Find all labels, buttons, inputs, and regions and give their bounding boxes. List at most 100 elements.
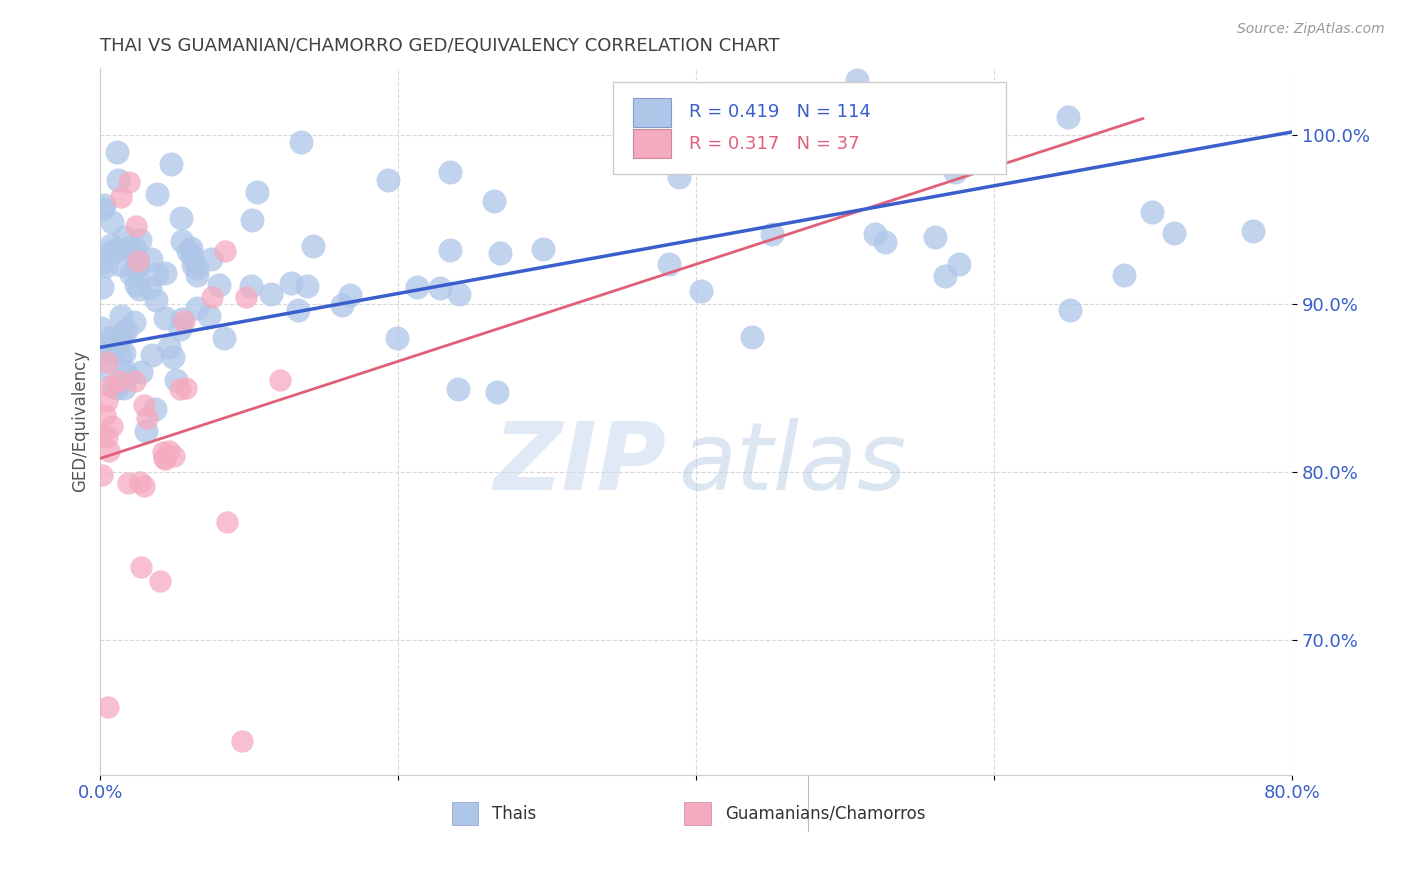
Point [290,135,312,149]
Point [90,340,112,354]
Point [488,245,510,260]
Point [169,383,191,397]
Point [157,341,180,355]
Point [741,330,763,344]
FancyBboxPatch shape [633,128,671,159]
FancyBboxPatch shape [451,802,478,825]
Point [128,282,150,296]
Point [924,230,946,244]
Point [948,257,970,271]
Y-axis label: GED/Equivalency: GED/Equivalency [72,351,89,492]
Point [212,331,235,345]
Point [157,443,180,458]
Point [943,165,966,179]
Point [112,381,135,395]
Point [170,211,193,226]
Point [1059,303,1081,318]
Point [339,288,361,302]
Point [97,700,120,714]
Point [385,331,408,345]
Point [101,345,124,359]
Text: Source: ZipAtlas.com: Source: ZipAtlas.com [1237,22,1385,37]
Point [129,234,152,248]
Point [110,258,132,272]
Point [173,314,195,328]
Point [91,468,114,483]
Point [174,381,197,395]
Point [1241,224,1264,238]
Point [172,312,194,326]
Point [235,290,257,304]
Point [110,347,132,361]
Point [845,87,868,102]
Point [125,278,148,293]
Point [153,451,176,466]
Point [107,335,129,350]
Point [377,173,399,187]
Point [200,290,222,304]
Point [103,380,125,394]
FancyBboxPatch shape [685,802,710,825]
Point [181,258,204,272]
Point [96,259,118,273]
Point [128,475,150,489]
Point [127,253,149,268]
Point [162,350,184,364]
Point [94,362,117,376]
Point [761,227,783,241]
Point [100,330,122,344]
Point [112,326,135,340]
Point [101,215,124,229]
Point [110,309,132,323]
Point [406,280,429,294]
Point [114,364,136,378]
Point [439,165,461,179]
Point [94,408,117,422]
Point [141,348,163,362]
Point [169,321,191,335]
Point [100,418,122,433]
Point [139,281,162,295]
Point [115,323,138,337]
Point [259,286,281,301]
Point [98,379,121,393]
Point [846,73,869,87]
Point [176,244,198,258]
Point [100,237,122,252]
Point [165,373,187,387]
Point [485,385,508,400]
Point [107,145,129,160]
Point [1163,226,1185,240]
Point [531,243,554,257]
Point [215,516,238,530]
Text: R = 0.419   N = 114: R = 0.419 N = 114 [689,103,870,121]
Point [143,401,166,416]
Point [124,241,146,255]
Point [93,198,115,212]
Point [124,260,146,274]
Point [110,328,132,343]
Text: Guamanians/Chamorros: Guamanians/Chamorros [725,805,925,822]
Point [295,278,318,293]
Point [101,244,124,258]
Point [107,172,129,186]
Point [429,280,451,294]
Point [159,157,181,171]
Point [170,234,193,248]
Point [1057,111,1080,125]
Point [110,190,132,204]
Point [118,240,141,254]
Point [96,430,118,444]
Point [447,286,470,301]
Point [96,393,118,408]
Point [153,266,176,280]
Point [96,355,118,369]
Point [90,256,112,270]
Point [180,249,202,263]
Point [91,202,114,216]
Point [875,235,897,249]
Point [105,244,128,259]
Point [127,260,149,274]
Point [134,398,156,412]
Point [186,301,208,316]
